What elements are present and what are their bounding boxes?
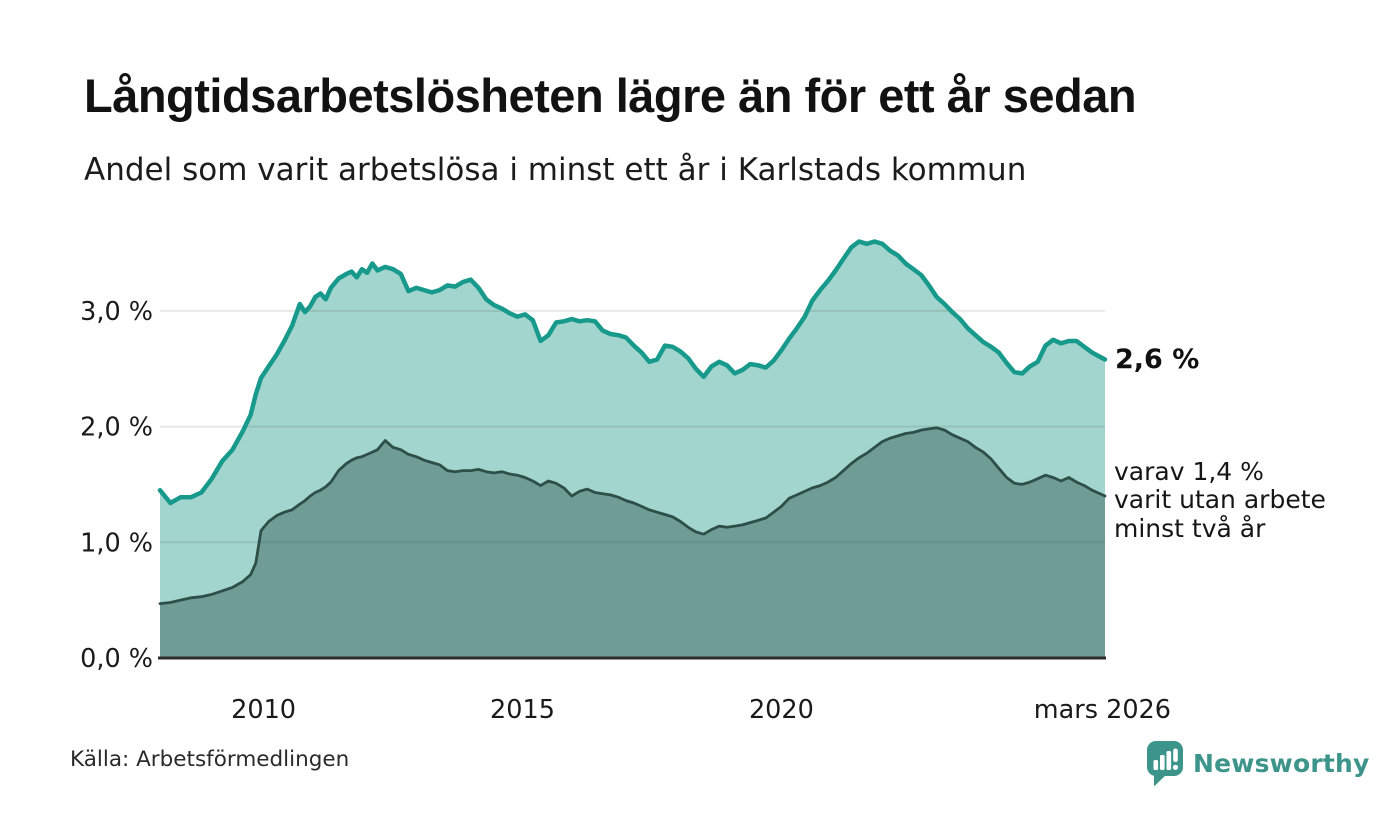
source-note: Källa: Arbetsförmedlingen <box>70 747 350 772</box>
x-tick-2010: 2010 <box>231 695 296 725</box>
y-tick-0: 0,0 % <box>80 644 153 674</box>
subset-annotation: varav 1,4 % varit utan arbete minst två … <box>1114 457 1326 543</box>
unemployed-2yr-line <box>158 426 1107 605</box>
x-tick-mars-2026: mars 2026 <box>1034 695 1171 725</box>
page-title: Långtidsarbetslösheten lägre än för ett … <box>84 69 1137 122</box>
latest-value-label: 2,6 % <box>1115 344 1200 375</box>
unemployed-1yr-line <box>157 239 1108 506</box>
subset-annotation-line2: varit utan arbete <box>1114 485 1326 515</box>
page-subtitle: Andel som varit arbetslösa i minst ett å… <box>84 152 1027 188</box>
subset-annotation-line1: varav 1,4 % <box>1114 457 1264 486</box>
y-tick-2: 2,0 % <box>80 413 153 443</box>
x-tick-2015: 2015 <box>490 695 555 725</box>
x-tick-2020: 2020 <box>749 695 814 725</box>
newsworthy-logo: Newsworthy <box>1146 740 1370 786</box>
unemployed-2yr-area <box>160 427 1105 658</box>
newsworthy-wordmark: Newsworthy <box>1193 748 1370 778</box>
subset-annotation-line3: minst två år <box>1114 513 1266 543</box>
y-tick-1: 1,0 % <box>80 528 153 558</box>
newsworthy-speech-bubble-icon <box>1147 741 1183 786</box>
y-tick-3: 3,0 % <box>80 297 153 327</box>
